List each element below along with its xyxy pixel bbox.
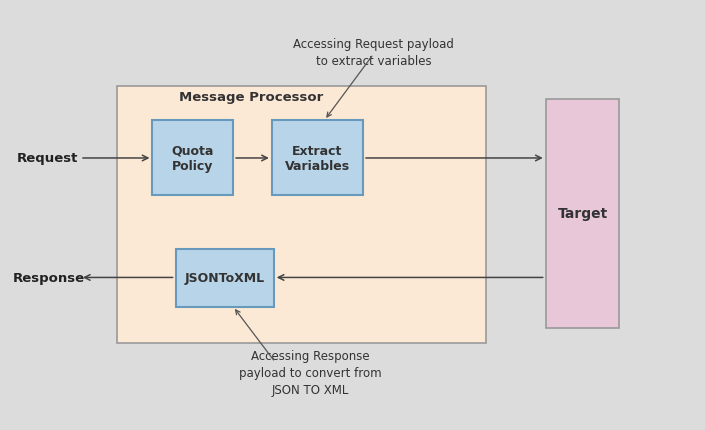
FancyBboxPatch shape: [152, 121, 233, 196]
FancyBboxPatch shape: [546, 100, 620, 328]
Text: Request: Request: [17, 152, 78, 165]
Text: Target: Target: [558, 207, 608, 221]
FancyBboxPatch shape: [117, 87, 486, 343]
FancyBboxPatch shape: [176, 249, 274, 307]
Text: JSONToXML: JSONToXML: [185, 271, 265, 285]
Text: Accessing Response
payload to convert from
JSON TO XML: Accessing Response payload to convert fr…: [239, 350, 381, 396]
FancyBboxPatch shape: [271, 121, 363, 196]
Text: Extract
Variables: Extract Variables: [285, 144, 350, 172]
Text: Message Processor: Message Processor: [178, 91, 323, 104]
Text: Response: Response: [13, 271, 85, 284]
Text: Quota
Policy: Quota Policy: [171, 144, 214, 172]
Text: Accessing Request payload
to extract variables: Accessing Request payload to extract var…: [293, 38, 454, 68]
